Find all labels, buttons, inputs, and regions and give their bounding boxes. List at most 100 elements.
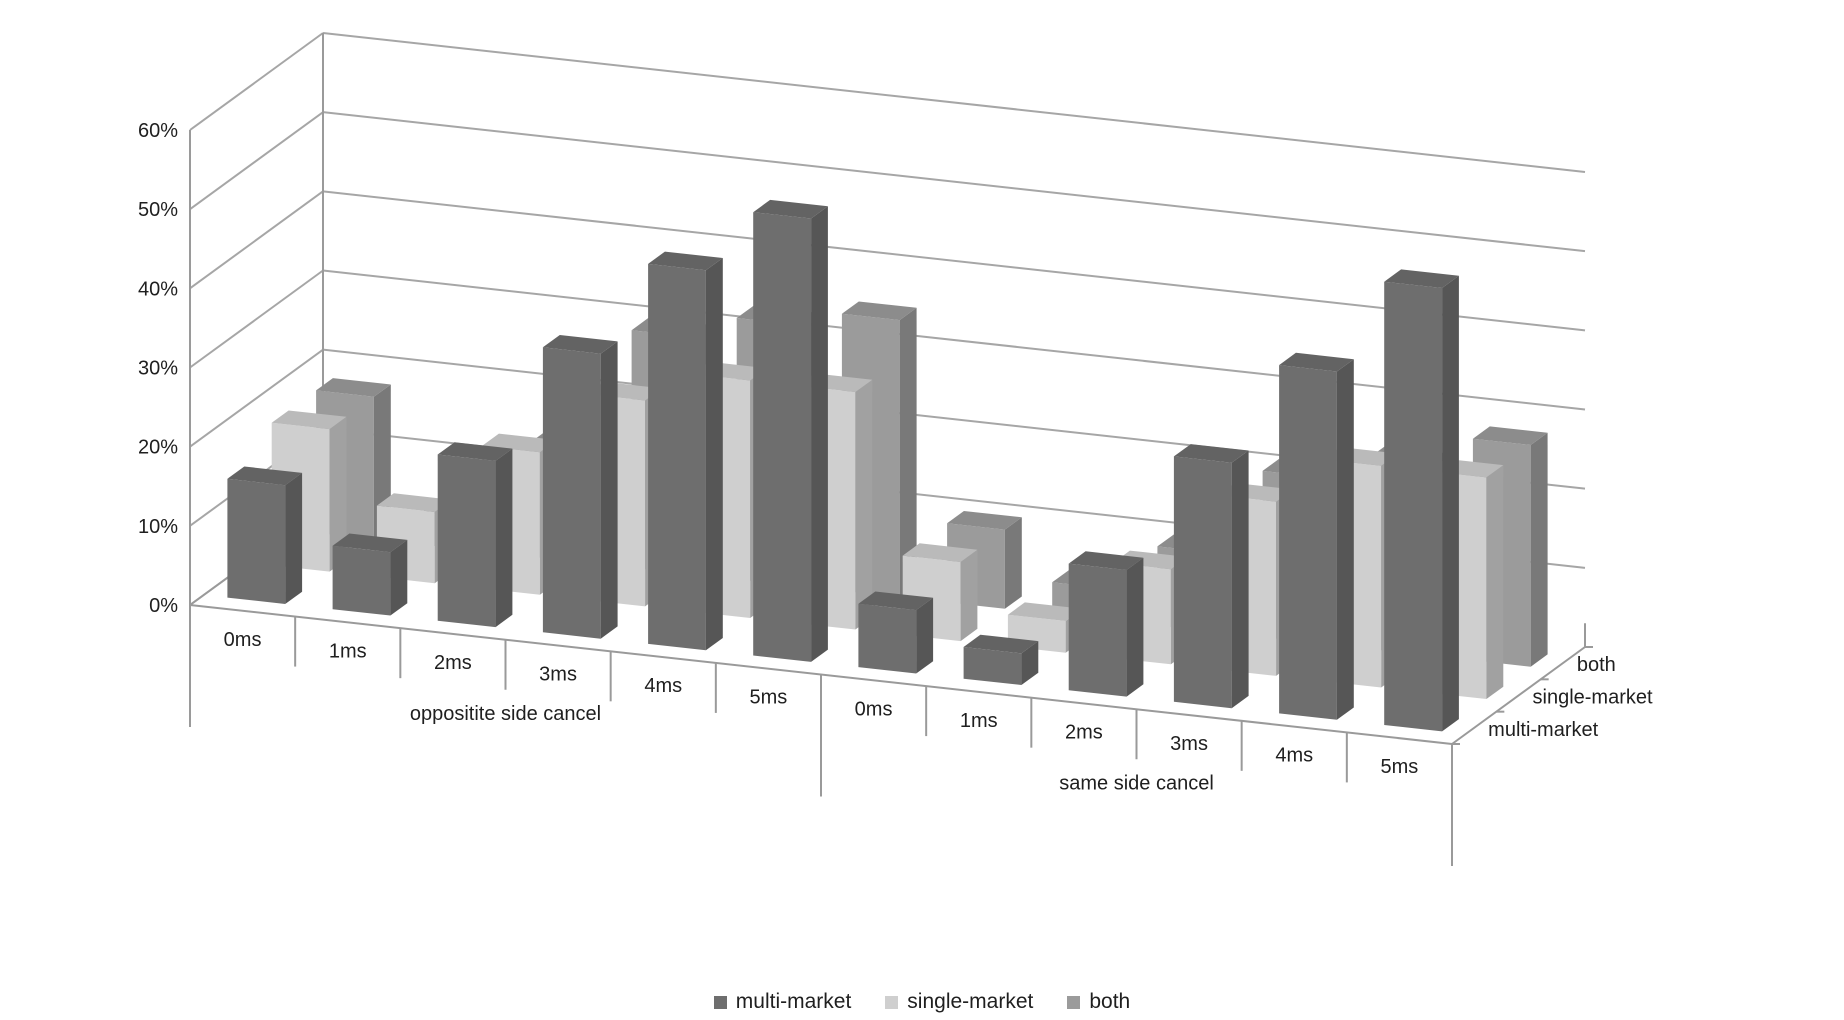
- bar-side-face: [811, 206, 828, 662]
- legend-label-both: both: [1089, 990, 1131, 1013]
- bar-front-face: [963, 647, 1022, 685]
- bar-front-face: [227, 478, 286, 604]
- bar-side-face: [1231, 450, 1249, 709]
- x-tick-label: 2ms: [434, 652, 472, 674]
- bar-top-face: [227, 466, 303, 486]
- x-tick-label: 3ms: [539, 664, 577, 686]
- bar-top-face: [858, 591, 934, 611]
- bar-side-face: [329, 416, 347, 572]
- legend-swatch-both: [1067, 995, 1081, 1009]
- grid-line-back: [322, 111, 1586, 253]
- y-tick-label: 30%: [138, 358, 178, 380]
- bar-side-face: [390, 539, 408, 616]
- bar-multi-market-6: [858, 591, 934, 674]
- y-tick-label: 40%: [138, 278, 178, 300]
- x-tick-label: 1ms: [329, 640, 367, 662]
- legend: multi-market single-market both: [0, 990, 1844, 1014]
- bar-front-face: [858, 603, 917, 674]
- grid-line-back: [322, 32, 1586, 173]
- bar-top-face: [542, 335, 618, 354]
- x-tick-label: 4ms: [644, 675, 682, 697]
- group-label: oppositite side cancel: [410, 703, 601, 725]
- bar-side-face: [705, 258, 723, 651]
- bar-side-face: [899, 307, 917, 598]
- y-tick-label: 50%: [138, 199, 178, 221]
- x-tick-label: 3ms: [1170, 733, 1208, 755]
- bar-top-face: [271, 410, 347, 430]
- grid-line-back: [322, 269, 1586, 411]
- bar-top-face: [1472, 426, 1548, 445]
- grid-line-side: [189, 32, 324, 131]
- depth-axis-label: single-market: [1533, 687, 1653, 709]
- grid-line-side: [189, 190, 324, 290]
- legend-label-single-market: single-market: [907, 990, 1034, 1013]
- y-tick-label: 10%: [138, 516, 178, 538]
- bar-top-face: [1173, 444, 1249, 463]
- bar-multi-market-9: [1173, 444, 1249, 709]
- bar-multi-market-2: [437, 442, 513, 628]
- bar-multi-market-0: [227, 466, 303, 604]
- x-tick-label: 0ms: [855, 698, 893, 720]
- bar-side-face: [1126, 557, 1144, 697]
- x-tick-label: 5ms: [750, 687, 788, 709]
- bar-top-face: [841, 301, 917, 321]
- bar-side-face: [855, 379, 873, 630]
- legend-item-single-market: single-market: [885, 990, 1033, 1014]
- bar-multi-market-10: [1279, 352, 1354, 720]
- bar-front-face: [1068, 563, 1127, 697]
- bar-front-face: [542, 347, 601, 639]
- bar-single-market-6: [902, 543, 978, 642]
- bar-multi-market-4: [648, 251, 723, 651]
- bar-front-face: [437, 454, 496, 628]
- bar-side-face: [916, 597, 934, 674]
- bar-top-face: [437, 442, 513, 461]
- grid-line-side: [189, 269, 324, 369]
- bar-top-face: [902, 543, 978, 562]
- depth-axis-label: both: [1577, 654, 1616, 676]
- bar-front-face: [332, 545, 391, 616]
- legend-swatch-single-market: [885, 995, 899, 1009]
- axes: [189, 33, 1593, 866]
- x-tick-label: 0ms: [224, 629, 262, 651]
- grid-line-back: [322, 190, 1586, 332]
- bar-multi-market-3: [542, 335, 618, 639]
- legend-item-both: both: [1067, 990, 1130, 1014]
- y-tick-label: 0%: [149, 595, 178, 617]
- depth-axis-label: multi-market: [1488, 719, 1598, 741]
- bar-side-face: [600, 341, 618, 639]
- bar-top-face: [753, 199, 828, 219]
- bar-front-face: [753, 212, 812, 662]
- legend-label-multi-market: multi-market: [735, 990, 852, 1013]
- bar-side-face: [1486, 465, 1504, 699]
- bars: [227, 199, 1548, 732]
- bar-side-face: [1021, 641, 1039, 685]
- x-tick-label: 4ms: [1275, 745, 1313, 767]
- bar-top-face: [332, 533, 408, 553]
- x-tick-label: 5ms: [1381, 756, 1419, 778]
- bar-front-face: [1173, 456, 1232, 709]
- x-tick-label: 1ms: [960, 710, 998, 732]
- bar-front-face: [1279, 365, 1337, 720]
- bar-side-face: [1530, 432, 1548, 667]
- bar-top-face: [1279, 352, 1354, 372]
- bar-multi-market-1: [332, 533, 408, 616]
- bar-multi-market-11: [1384, 269, 1459, 732]
- y-tick-label: 20%: [138, 437, 178, 459]
- legend-item-multi-market: multi-market: [713, 990, 852, 1014]
- bar-side-face: [1442, 275, 1459, 732]
- bar-front-face: [648, 263, 706, 651]
- bar-multi-market-7: [963, 634, 1039, 685]
- bar-top-face: [316, 378, 391, 397]
- y-tick-label: 60%: [138, 120, 178, 142]
- bar-side-face: [285, 472, 303, 604]
- bar-multi-market-5: [753, 199, 828, 662]
- bar-top-face: [963, 634, 1039, 654]
- legend-swatch-multi-market: [713, 995, 727, 1009]
- bar-top-face: [1007, 602, 1083, 621]
- x-tick-label: 2ms: [1065, 721, 1103, 743]
- bar-top-face: [1384, 269, 1459, 288]
- floor-right-edge: [1451, 646, 1586, 745]
- axis-labels: 0% 10% 20% 30% 40% 50% 60% 0ms 1ms 2ms 3ms 4ms 5ms 0m…: [138, 120, 1653, 794]
